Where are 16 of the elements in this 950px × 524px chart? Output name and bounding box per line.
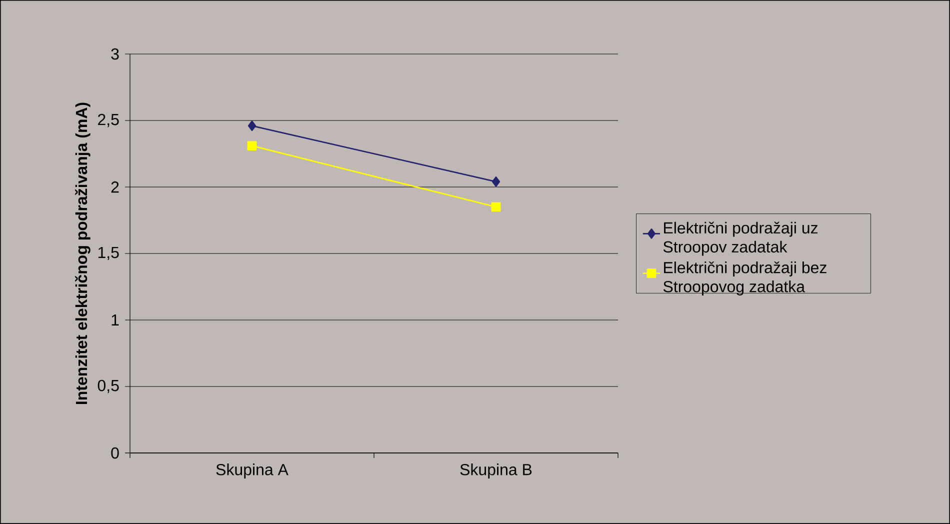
y-tick-label: 1,5 xyxy=(98,246,119,260)
y-tick-label: 0,5 xyxy=(98,380,119,394)
y-tick-label: 2 xyxy=(111,181,119,193)
legend-label: Električni podražaji uz Stroopov zadatak xyxy=(663,222,818,256)
y-axis-title: Intenzitet električnog podraživanja (mA) xyxy=(75,102,90,404)
x-tick-label: Skupina A xyxy=(216,464,288,478)
x-tick-label: Skupina B xyxy=(460,464,532,478)
y-tick-label: 3 xyxy=(111,48,119,60)
legend-label: Električni podražaji bez Stroopovog zadatka xyxy=(663,261,826,296)
y-tick-label: 2,5 xyxy=(98,114,119,128)
y-tick-label: 0 xyxy=(111,447,119,459)
y-tick-label: 1 xyxy=(112,314,119,326)
point xyxy=(492,176,500,187)
point xyxy=(248,120,256,132)
point xyxy=(491,202,501,212)
point xyxy=(247,141,257,150)
